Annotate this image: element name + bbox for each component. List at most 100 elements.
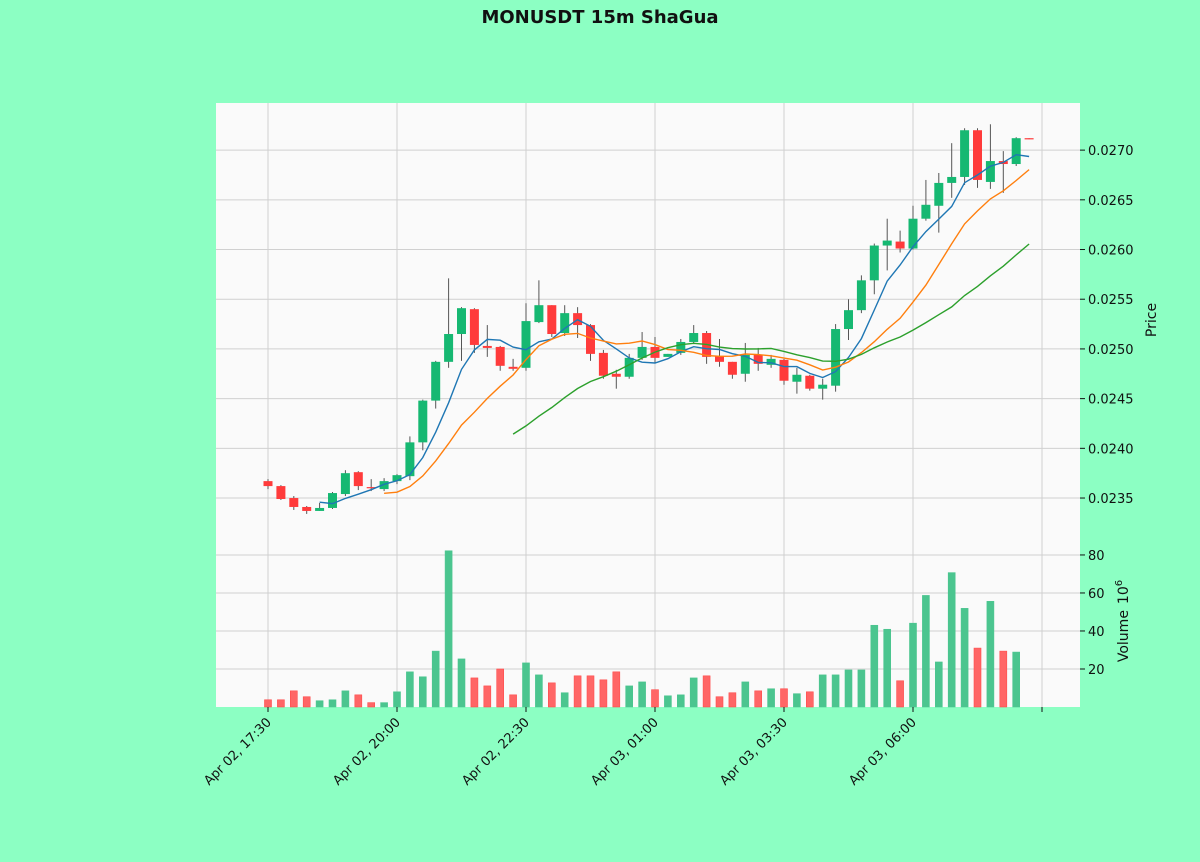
candle-down — [276, 486, 286, 500]
candle-up — [457, 308, 466, 335]
volume-bar — [973, 647, 982, 708]
candle-up — [740, 354, 750, 374]
volume-bar — [702, 675, 711, 708]
volume-bar — [664, 695, 672, 708]
candle-up — [315, 507, 325, 511]
volume-bar — [264, 699, 272, 708]
candle-up — [624, 357, 634, 377]
candle-up — [960, 130, 970, 177]
volume-bar — [715, 696, 724, 708]
candle-down — [482, 345, 492, 348]
candle-up — [560, 313, 570, 334]
volume-bar — [522, 662, 530, 708]
volume-bar — [780, 688, 788, 708]
volume-exponent-base: 10 — [1116, 586, 1132, 604]
moving-averages — [319, 153, 1030, 505]
volume-bar — [328, 699, 337, 708]
candle-down — [289, 498, 299, 507]
x-tick-label: Apr 03, 06:00 — [846, 715, 919, 788]
candle-up — [534, 305, 544, 323]
price-axis-label: Price — [1144, 303, 1160, 337]
volume-bar — [612, 671, 621, 708]
candle-up — [882, 240, 892, 246]
y-tick-label: 0.0260 — [1088, 244, 1134, 259]
volume-label-text: Volume — [1116, 610, 1132, 662]
candle-up — [392, 475, 402, 482]
volume-bar — [805, 691, 814, 708]
candle-up — [792, 374, 802, 382]
volume-bar — [896, 680, 904, 708]
volume-tick-label: 80 — [1088, 549, 1105, 564]
volume-bar — [625, 685, 634, 708]
x-tick-label: Apr 03, 01:00 — [588, 715, 661, 788]
volume-tick-label: 40 — [1088, 625, 1105, 640]
volume-bar — [367, 702, 376, 708]
candle-down — [495, 346, 505, 366]
volume-bar — [857, 669, 866, 708]
candle-up — [689, 333, 699, 342]
x-tick-label: Apr 02, 22:30 — [459, 715, 532, 788]
candle-down — [263, 481, 273, 487]
candle-up — [418, 400, 428, 443]
y-tick-label: 0.0235 — [1088, 492, 1134, 507]
volume-bar — [393, 691, 401, 708]
candle-down — [586, 325, 595, 354]
volume-bar — [767, 688, 775, 708]
volume-bar — [315, 700, 324, 708]
volume-bar — [818, 674, 827, 708]
candle-down — [753, 354, 763, 364]
volume-bar — [870, 624, 879, 708]
candle-up — [985, 161, 995, 182]
volume-bar — [586, 675, 595, 708]
volume-bar — [496, 668, 505, 708]
volume-bar — [457, 658, 466, 708]
candle-up — [521, 321, 531, 368]
ma-line-20 — [512, 243, 1030, 435]
volume-tick-label: 60 — [1088, 587, 1105, 602]
candle-down — [1024, 138, 1034, 140]
candle-up — [663, 353, 673, 357]
volume-tick-label: 20 — [1088, 663, 1105, 678]
volume-bar — [741, 681, 750, 708]
volume-bar — [599, 679, 608, 708]
volume-bar — [302, 696, 311, 708]
y-tick-label: 0.0250 — [1088, 343, 1134, 358]
ma-line-10 — [384, 169, 1030, 494]
volume-bar — [341, 690, 350, 708]
candle-up — [328, 493, 337, 508]
volume-bar — [509, 694, 517, 708]
volume-bar — [947, 572, 956, 708]
volume-bar — [728, 692, 737, 708]
candle-up — [869, 245, 879, 281]
candles — [263, 124, 1034, 514]
candle-up — [637, 346, 647, 358]
volume-bar — [831, 674, 840, 708]
volume-axis-label: Volume 106 — [1114, 580, 1132, 662]
volume-bar — [999, 650, 1008, 708]
candle-down — [508, 366, 518, 369]
volume-bar — [380, 702, 388, 708]
candle-up — [379, 481, 389, 490]
ma-line-5 — [319, 153, 1030, 505]
x-tick-label: Apr 03, 03:30 — [717, 715, 790, 788]
volume-bar — [689, 677, 698, 708]
candle-down — [547, 305, 557, 335]
candle-up — [831, 329, 841, 386]
volume-bar — [922, 595, 930, 708]
candle-up — [856, 280, 866, 311]
candle-down — [302, 506, 312, 511]
volume-bar — [844, 669, 853, 708]
volume-bar — [960, 608, 969, 708]
y-tick-label: 0.0270 — [1088, 144, 1134, 159]
candle-up — [405, 442, 415, 477]
candle-up — [947, 176, 957, 183]
volume-bar — [470, 677, 479, 708]
candle-up — [818, 384, 828, 389]
volume-bar — [444, 550, 453, 708]
volume-bar — [535, 674, 543, 708]
candle-up — [921, 204, 931, 219]
y-tick-label: 0.0245 — [1088, 393, 1134, 408]
candle-down — [598, 352, 608, 376]
candle-down — [779, 359, 789, 381]
